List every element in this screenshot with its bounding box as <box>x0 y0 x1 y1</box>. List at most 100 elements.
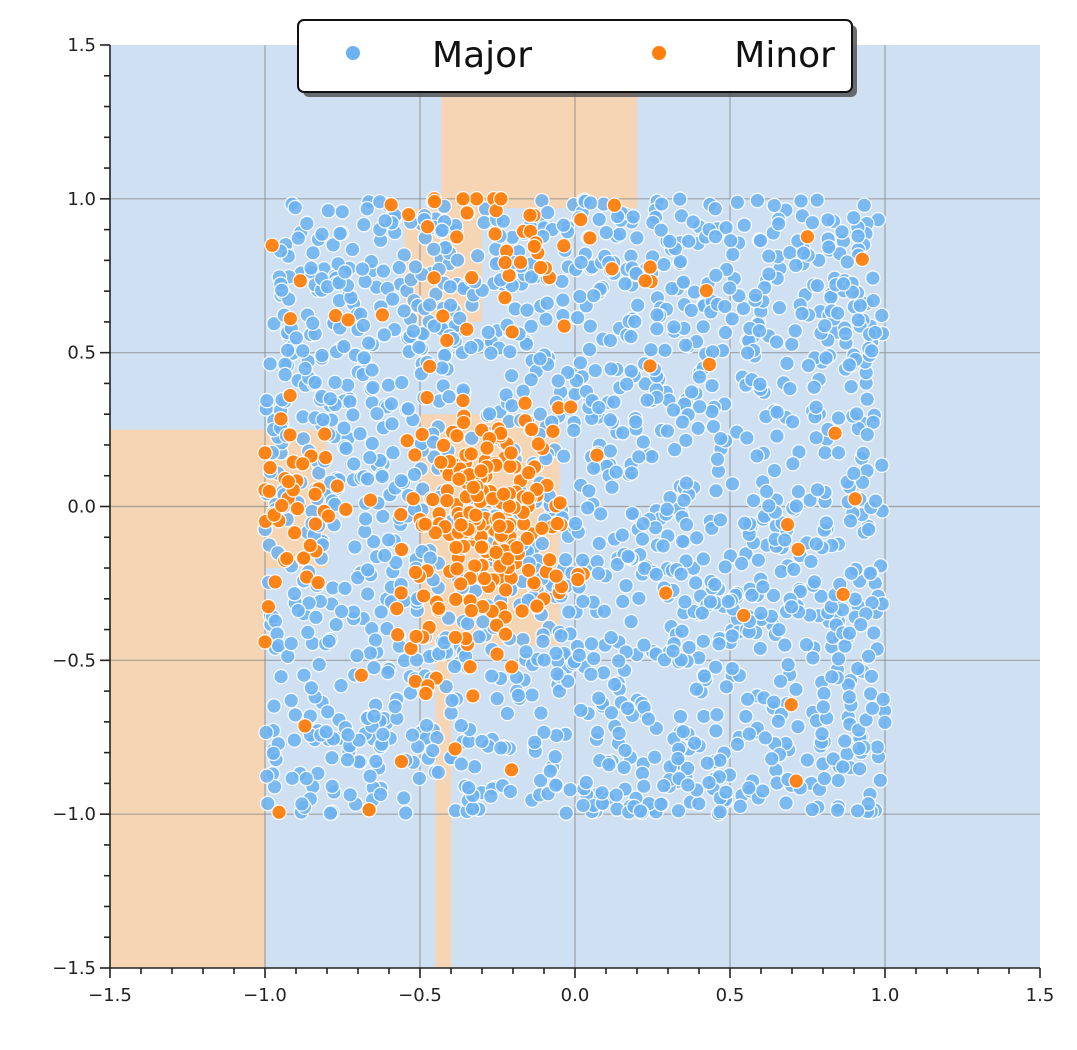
major-point <box>483 668 500 684</box>
minor-point <box>495 486 512 503</box>
major-point <box>572 288 588 305</box>
minor-point <box>261 483 278 500</box>
major-point <box>318 723 335 740</box>
major-point <box>466 758 483 775</box>
major-point <box>266 778 283 795</box>
major-point <box>286 585 303 602</box>
major-point <box>372 786 389 803</box>
major-point <box>712 803 729 820</box>
minor-point <box>389 626 406 643</box>
major-point <box>712 512 729 528</box>
minor-point <box>407 447 423 463</box>
major-point <box>860 521 877 538</box>
major-point <box>690 795 707 812</box>
major-point <box>634 765 651 782</box>
major-point <box>707 659 724 675</box>
minor-point <box>455 414 472 431</box>
major-point <box>875 691 892 708</box>
major-point <box>788 681 804 698</box>
major-point <box>572 702 589 719</box>
major-point <box>342 393 358 410</box>
major-point <box>434 222 450 239</box>
minor-point <box>562 399 579 415</box>
minor-point <box>419 218 436 235</box>
major-point <box>867 324 884 341</box>
major-point <box>365 379 381 396</box>
major-point <box>614 527 631 543</box>
major-point <box>758 483 775 500</box>
major-point <box>279 342 296 359</box>
major-point <box>724 246 741 263</box>
major-point <box>873 307 890 324</box>
major-point <box>387 698 403 715</box>
major-point <box>553 627 569 644</box>
major-point <box>865 292 882 309</box>
major-point <box>573 254 589 271</box>
major-point <box>319 704 336 720</box>
major-point <box>560 673 576 690</box>
minor-point <box>463 602 480 619</box>
major-point <box>720 593 737 610</box>
major-point <box>677 337 694 354</box>
major-point <box>809 277 826 294</box>
major-point <box>674 414 691 430</box>
legend-box <box>297 19 853 93</box>
minor-point <box>465 479 482 496</box>
major-point <box>672 708 689 725</box>
major-point <box>359 562 376 578</box>
legend: Major Minor <box>297 19 857 97</box>
minor-point <box>657 585 674 601</box>
major-point <box>440 610 457 627</box>
major-point <box>262 355 278 372</box>
major-point <box>787 322 804 339</box>
major-point <box>685 214 702 230</box>
major-point <box>741 726 758 742</box>
major-point <box>675 723 692 740</box>
minor-point <box>529 598 545 614</box>
major-point <box>779 355 795 372</box>
major-point <box>696 668 713 684</box>
major-point <box>634 531 651 548</box>
major-point <box>574 552 591 569</box>
minor-point <box>606 197 623 214</box>
major-point <box>678 516 695 533</box>
minor-point <box>493 190 509 207</box>
major-point <box>592 506 609 522</box>
minor-point <box>501 267 517 284</box>
minor-point <box>282 427 298 443</box>
minor-point <box>282 310 299 327</box>
minor-point <box>337 501 354 518</box>
minor-point <box>555 237 572 254</box>
y-tick-label: −0.5 <box>52 650 96 671</box>
major-point <box>594 784 610 801</box>
major-point <box>740 780 757 796</box>
major-point <box>780 656 796 673</box>
x-tick-label: 1.0 <box>871 985 900 1006</box>
major-point <box>459 615 476 632</box>
major-point <box>357 511 374 527</box>
major-point <box>688 529 705 546</box>
minor-point <box>320 508 337 524</box>
major-point <box>653 222 670 238</box>
minor-point <box>438 332 455 349</box>
major-point <box>301 595 317 611</box>
major-point <box>290 230 307 247</box>
major-point <box>739 345 756 361</box>
major-point <box>550 373 567 389</box>
major-point <box>502 343 518 360</box>
major-point <box>760 248 777 264</box>
minor-point <box>847 491 864 507</box>
major-point <box>695 318 712 335</box>
major-point <box>761 266 777 282</box>
major-point <box>644 448 660 465</box>
major-point <box>579 500 596 516</box>
minor-point <box>407 564 424 581</box>
major-point <box>830 772 847 789</box>
major-point <box>411 770 428 787</box>
minor-point <box>545 423 561 440</box>
major-point <box>745 492 762 509</box>
major-point <box>441 388 457 405</box>
major-point <box>376 547 393 564</box>
major-point <box>602 443 619 459</box>
minor-point <box>292 273 309 289</box>
